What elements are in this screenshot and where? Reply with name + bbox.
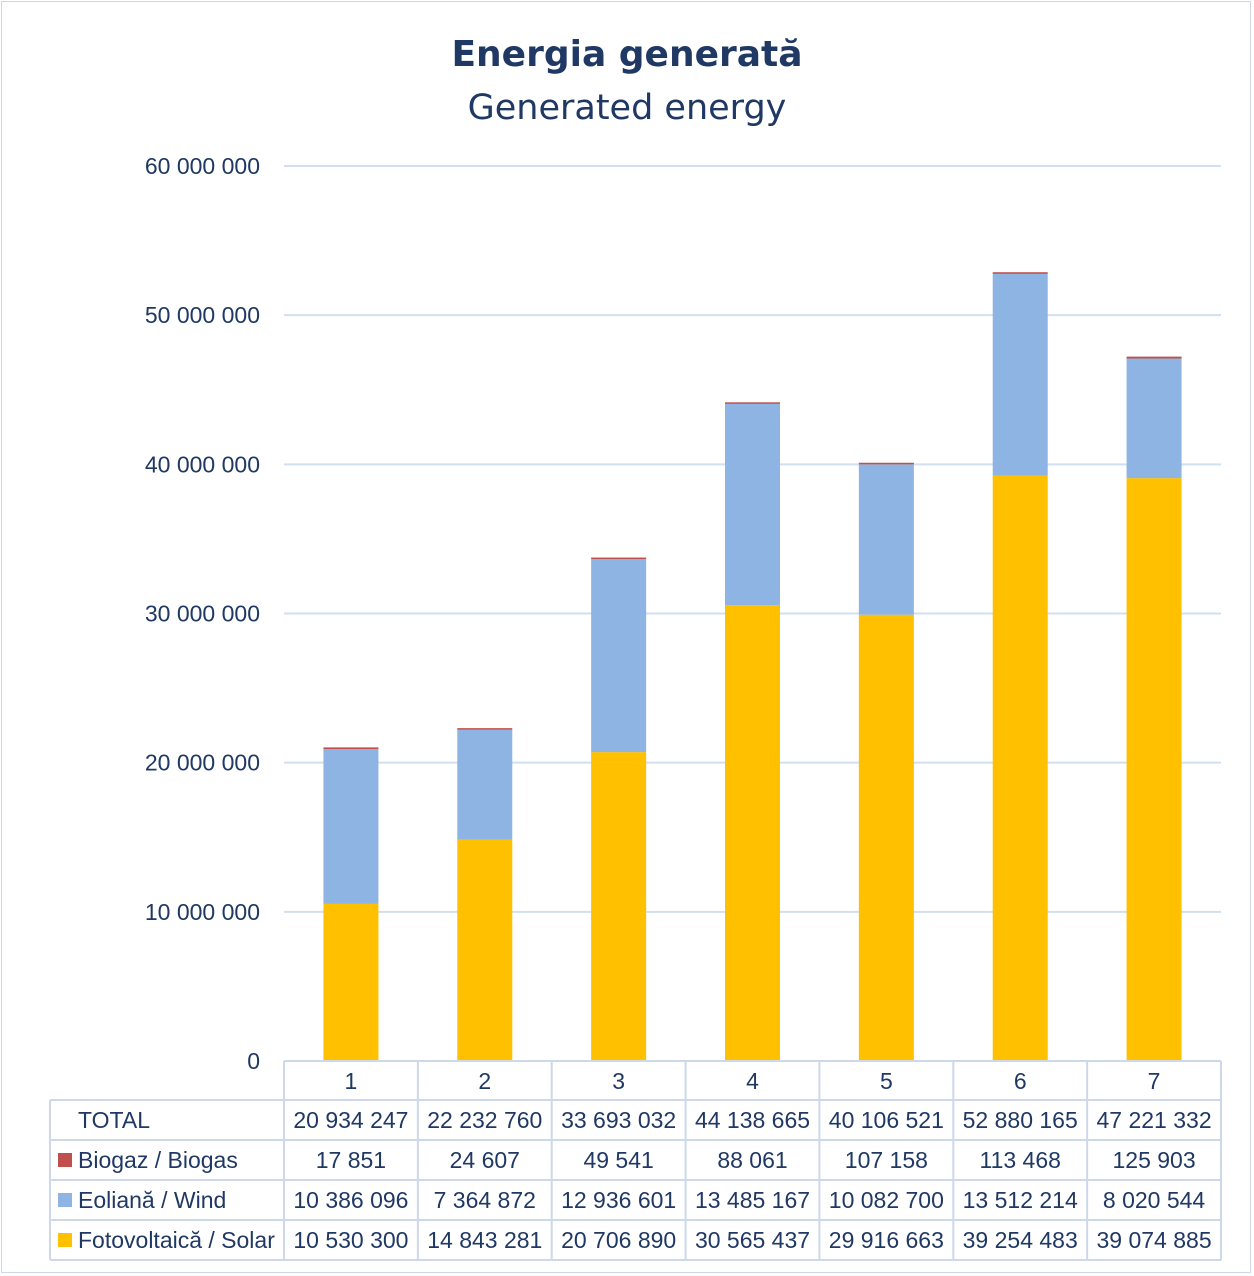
legend-key [58, 1233, 72, 1247]
data-label: 113 468 [979, 1147, 1060, 1173]
data-label: 39 254 483 [963, 1227, 1078, 1253]
bar-segment [323, 747, 379, 749]
y-tick-label: 60 000 000 [145, 153, 260, 179]
y-tick-label: 50 000 000 [145, 302, 260, 328]
data-label: 13 512 214 [963, 1187, 1078, 1213]
data-label: 8 020 544 [1103, 1187, 1206, 1213]
data-label: 10 530 300 [293, 1227, 408, 1253]
bar-segment [858, 464, 914, 615]
data-label: 7 364 872 [434, 1187, 536, 1213]
bar-segment [1126, 356, 1182, 359]
data-label: 40 106 521 [829, 1107, 944, 1133]
data-label: 13 485 167 [695, 1187, 810, 1213]
x-tick-label: 6 [1014, 1068, 1027, 1094]
bar-segment [457, 729, 513, 840]
bar-segment [1126, 358, 1182, 479]
x-tick-label: 5 [880, 1068, 893, 1094]
y-tick-label: 0 [247, 1048, 260, 1074]
x-tick-label: 3 [612, 1068, 625, 1094]
x-tick-label: 1 [345, 1068, 358, 1094]
data-label: 39 074 885 [1097, 1227, 1212, 1253]
bar-segment [457, 839, 513, 1061]
legend-label: Biogaz / Biogas [78, 1147, 238, 1173]
data-label: 125 903 [1113, 1147, 1196, 1173]
bar-segment [992, 273, 1048, 476]
data-label: 29 916 663 [829, 1227, 944, 1253]
data-label: 44 138 665 [695, 1107, 810, 1133]
data-label: 20 706 890 [561, 1227, 676, 1253]
chart-title: Energia generată [451, 34, 802, 75]
y-tick-label: 20 000 000 [145, 750, 260, 776]
data-label: 30 565 437 [695, 1227, 810, 1253]
legend-key [58, 1153, 72, 1167]
data-label: 24 607 [450, 1147, 520, 1173]
y-axis: 0 10 000 000 20 000 000 30 000 000 40 000 00… [145, 153, 260, 1074]
bar-segment [591, 557, 647, 560]
data-label: 33 693 032 [561, 1107, 676, 1133]
data-label: 14 843 281 [427, 1227, 542, 1253]
data-label: 10 386 096 [293, 1187, 408, 1213]
bar-segment [1126, 478, 1182, 1062]
bar-segment [591, 752, 647, 1061]
bar-segment [858, 462, 914, 465]
data-table: 1 2 3 4 5 6 7 TOTAL 20 934 247 22 232 760 33 693 0… [49, 1060, 1222, 1261]
legend-label: Fotovoltaică / Solar [78, 1227, 275, 1253]
legend-label: Eoliană / Wind [78, 1187, 226, 1213]
data-label: 88 061 [717, 1147, 787, 1173]
bar-segment [457, 728, 513, 730]
data-label: 52 880 165 [963, 1107, 1078, 1133]
data-label: 12 936 601 [561, 1187, 676, 1213]
legend-key [58, 1193, 72, 1207]
chart-subtitle: Generated energy [468, 88, 787, 128]
data-label: 22 232 760 [427, 1107, 542, 1133]
bar-segment [323, 903, 379, 1061]
bar-segment [725, 403, 780, 606]
data-label: 10 082 700 [829, 1187, 944, 1213]
data-label: 49 541 [583, 1147, 653, 1173]
y-tick-label: 30 000 000 [145, 601, 260, 627]
bar-segment [992, 272, 1048, 274]
x-tick-label: 4 [746, 1068, 759, 1094]
gridlines [284, 165, 1221, 913]
data-label: 107 158 [845, 1147, 928, 1173]
bar-segment [323, 748, 379, 904]
bar-segment [992, 475, 1048, 1061]
y-tick-label: 10 000 000 [145, 899, 260, 925]
bar-segment [725, 605, 780, 1061]
data-label: 47 221 332 [1097, 1107, 1212, 1133]
bar-segment [591, 559, 647, 753]
data-label: 20 934 247 [293, 1107, 408, 1133]
data-label: 17 851 [316, 1147, 386, 1173]
bars [323, 272, 1182, 1062]
bar-segment [858, 614, 914, 1061]
total-row-label: TOTAL [78, 1107, 150, 1133]
y-tick-label: 40 000 000 [145, 451, 260, 477]
bar-segment [725, 402, 780, 404]
x-tick-label: 2 [478, 1068, 491, 1094]
x-tick-label: 7 [1148, 1068, 1161, 1094]
